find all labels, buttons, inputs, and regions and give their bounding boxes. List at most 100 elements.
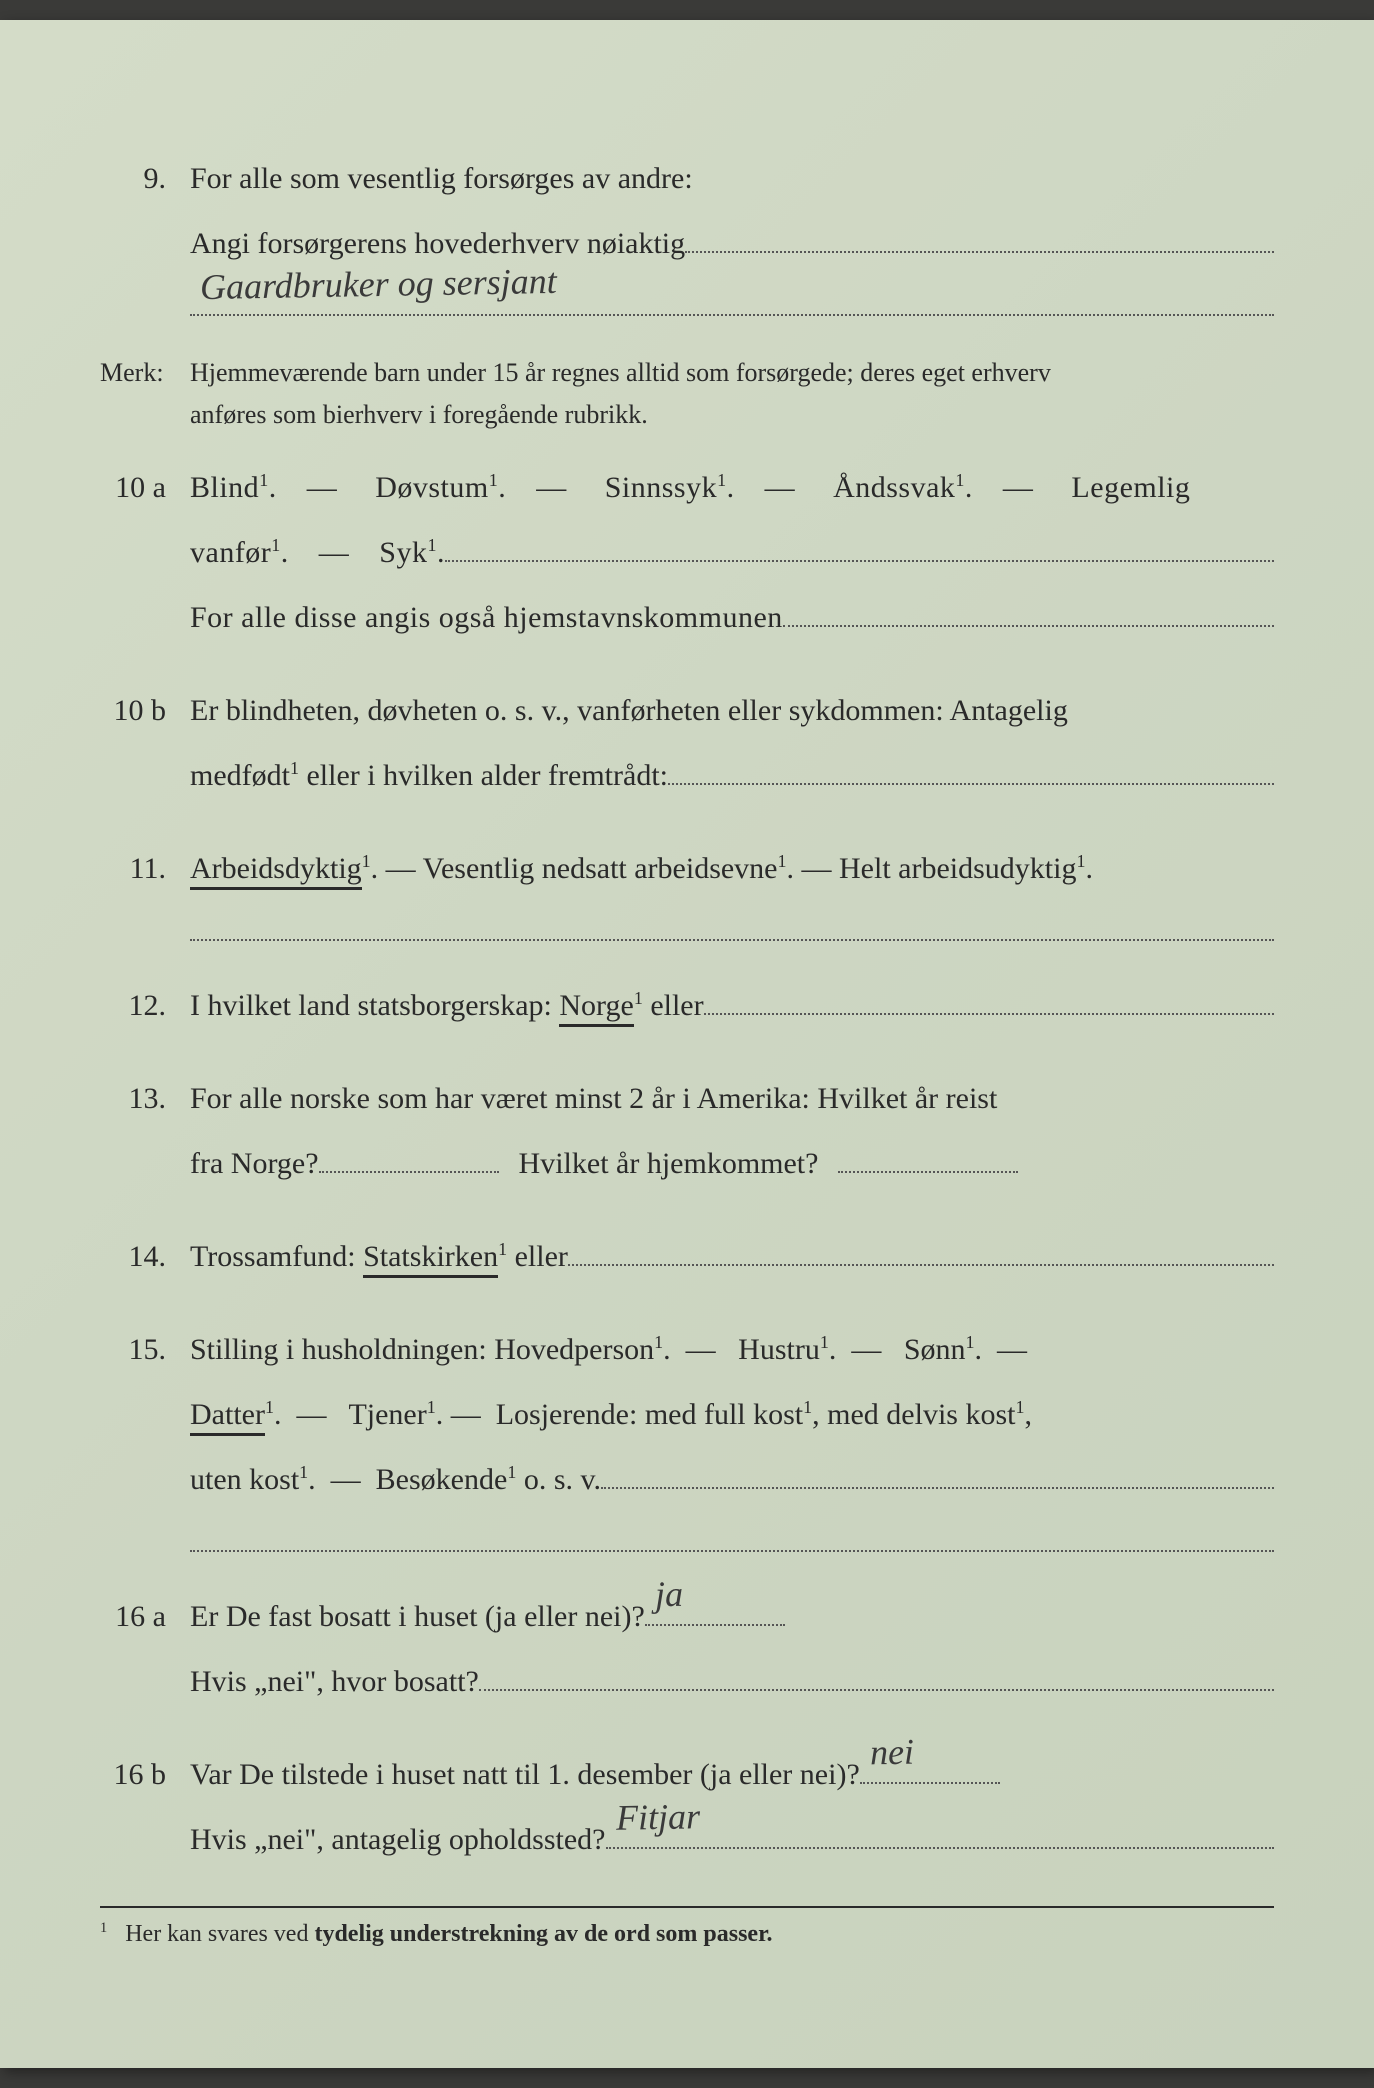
q9-content: For alle som vesentlig forsørges av andr… (190, 150, 1274, 324)
q9-line1: For alle som vesentlig forsørges av andr… (190, 150, 1274, 207)
q14-blank[interactable] (568, 1230, 1274, 1266)
q10a-line3: For alle disse angis også hjemstavnskomm… (190, 589, 1274, 646)
q13-content: For alle norske som har været minst 2 år… (190, 1070, 1274, 1200)
q10b-line2: medfødt1 eller i hvilken alder fremtrådt… (190, 747, 1274, 804)
q13-line2b: Hvilket år hjemkommet? (499, 1135, 839, 1192)
merk-text1: Hjemmeværende barn under 15 år regnes al… (190, 358, 1051, 387)
q16b-line1: Var De tilstede i huset natt til 1. dese… (190, 1746, 1274, 1803)
q11-line1: Arbeidsdyktig1. — Vesentlig nedsatt arbe… (190, 840, 1274, 897)
q16a-hand1: ja (654, 1560, 683, 1629)
q16b-hand2: Fitjar (615, 1782, 700, 1852)
q16a-line1: Er De fast bosatt i huset (ja eller nei)… (190, 1588, 1274, 1645)
q16b-blank1[interactable]: nei (860, 1748, 1000, 1784)
question-11: 11. Arbeidsdyktig1. — Vesentlig nedsatt … (100, 840, 1274, 949)
q9-number: 9. (100, 150, 190, 324)
q10a-blank[interactable] (445, 526, 1274, 562)
q9-handwritten-line: Gaardbruker og sersjant (190, 280, 1274, 316)
q10a-line3-blank[interactable] (783, 591, 1274, 627)
q14-content: Trossamfund: Statskirken1 eller (190, 1228, 1274, 1293)
q13-line2: fra Norge? Hvilket år hjemkommet? (190, 1135, 1274, 1192)
merk-text: Hjemmeværende barn under 15 år regnes al… (190, 352, 1274, 435)
q15-datter-underlined: Datter (190, 1398, 265, 1436)
q11-number: 11. (100, 840, 190, 949)
q16b-hand1: nei (869, 1717, 914, 1786)
q15-o6a: Losjerende: med full kost (496, 1398, 803, 1431)
q11-blank-line (190, 905, 1274, 941)
q10a-number: 10 a (100, 459, 190, 654)
q14-statskirken-underlined: Statskirken (363, 1240, 498, 1278)
q10a-line2: vanfør1.—Syk1. (190, 524, 1274, 581)
q15-number: 15. (100, 1321, 190, 1560)
q11-opt1-underlined: Arbeidsdyktig (190, 852, 362, 890)
q14-line: Trossamfund: Statskirken1 eller (190, 1228, 1274, 1285)
q15-blank[interactable] (601, 1453, 1274, 1489)
q10b-mid: eller i hvilken alder fremtrådt: (299, 759, 668, 792)
q12-content: I hvilket land statsborgerskap: Norge1 e… (190, 977, 1274, 1042)
q16b-line1-text: Var De tilstede i huset natt til 1. dese… (190, 1746, 860, 1803)
q11-blank[interactable] (190, 905, 1274, 941)
q10a-opt6: vanfør (190, 536, 271, 569)
q16a-line2-text: Hvis „nei", hvor bosatt? (190, 1653, 479, 1710)
q15-blank-line (190, 1516, 1274, 1552)
q16a-blank2[interactable] (479, 1655, 1274, 1691)
q15-content: Stilling i husholdningen: Hovedperson1. … (190, 1321, 1274, 1560)
q14-number: 14. (100, 1228, 190, 1293)
merk-text2: anføres som bierhverv i foregående rubri… (190, 400, 648, 429)
q15-tail: o. s. v. (516, 1463, 601, 1496)
q16a-number: 16 a (100, 1588, 190, 1718)
q10b-line1: Er blindheten, døvheten o. s. v., vanfør… (190, 682, 1274, 739)
q15-o7: uten kost (190, 1463, 299, 1496)
q15-blank2[interactable] (190, 1516, 1274, 1552)
question-15: 15. Stilling i husholdningen: Hovedperso… (100, 1321, 1274, 1560)
q13-blank2[interactable] (838, 1137, 1018, 1173)
footnote-pre: Her kan svares ved (125, 1921, 314, 1947)
q16a-blank1[interactable]: ja (645, 1590, 785, 1626)
q12-pre: I hvilket land statsborgerskap: (190, 989, 559, 1022)
question-16b: 16 b Var De tilstede i huset natt til 1.… (100, 1746, 1274, 1876)
q10b-content: Er blindheten, døvheten o. s. v., vanfør… (190, 682, 1274, 812)
q10b-medfodt: medfødt (190, 759, 290, 792)
q15-o5: Tjener (348, 1398, 426, 1431)
footnote: 1 Her kan svares ved tydelig understrekn… (100, 1906, 1274, 1948)
q10b-number: 10 b (100, 682, 190, 812)
q11-opt3: . — Helt arbeidsudyktig (787, 852, 1077, 885)
question-16a: 16 a Er De fast bosatt i huset (ja eller… (100, 1588, 1274, 1718)
q10a-content: Blind1.— Døvstum1.— Sinnssyk1.— Åndssvak… (190, 459, 1274, 654)
question-14: 14. Trossamfund: Statskirken1 eller (100, 1228, 1274, 1293)
q15-line1: Stilling i husholdningen: Hovedperson1. … (190, 1321, 1274, 1378)
q16b-blank2[interactable]: Fitjar (606, 1813, 1275, 1849)
q16a-line1-text: Er De fast bosatt i huset (ja eller nei)… (190, 1588, 645, 1645)
question-13: 13. For alle norske som har været minst … (100, 1070, 1274, 1200)
q15-line2: Datter1. — Tjener1. — Losjerende: med fu… (190, 1386, 1274, 1443)
census-form-page: 9. For alle som vesentlig forsørges av a… (0, 20, 1374, 2068)
q12-norge-underlined: Norge (559, 989, 633, 1027)
question-10b: 10 b Er blindheten, døvheten o. s. v., v… (100, 682, 1274, 812)
q13-number: 13. (100, 1070, 190, 1200)
question-12: 12. I hvilket land statsborgerskap: Norg… (100, 977, 1274, 1042)
q10a-opt5: Legemlig (1071, 471, 1190, 504)
q11-mid: — Vesentlig nedsatt arbeidsevne (378, 852, 777, 885)
q14-pre: Trossamfund: (190, 1240, 363, 1273)
footnote-mark: 1 (100, 1920, 107, 1936)
q15-o2: Hustru (738, 1333, 820, 1366)
q10a-opt1: Blind (190, 471, 259, 504)
q12-post: eller (643, 989, 704, 1022)
q12-blank[interactable] (704, 979, 1274, 1015)
q10a-opt7: Syk (379, 536, 427, 569)
q16b-line2-text: Hvis „nei", antagelig opholdssted? (190, 1811, 606, 1868)
q16b-content: Var De tilstede i huset natt til 1. dese… (190, 1746, 1274, 1876)
q15-o6b: , med delvis kost (812, 1398, 1015, 1431)
question-9: 9. For alle som vesentlig forsørges av a… (100, 150, 1274, 324)
q10b-blank[interactable] (668, 749, 1274, 785)
q16b-number: 16 b (100, 1746, 190, 1876)
q10a-opt3: Sinnssyk (605, 471, 717, 504)
q16a-line2: Hvis „nei", hvor bosatt? (190, 1653, 1274, 1710)
q13-line2a: fra Norge? (190, 1135, 319, 1192)
q10a-opt4: Åndssvak (833, 471, 955, 504)
q9-line2-blank[interactable] (685, 217, 1274, 253)
q9-hand-blank[interactable]: Gaardbruker og sersjant (190, 280, 1274, 316)
q10a-line1: Blind1.— Døvstum1.— Sinnssyk1.— Åndssvak… (190, 459, 1274, 516)
q13-blank1[interactable] (319, 1137, 499, 1173)
q14-post: eller (507, 1240, 568, 1273)
q9-handwritten: Gaardbruker og sersjant (199, 247, 557, 322)
